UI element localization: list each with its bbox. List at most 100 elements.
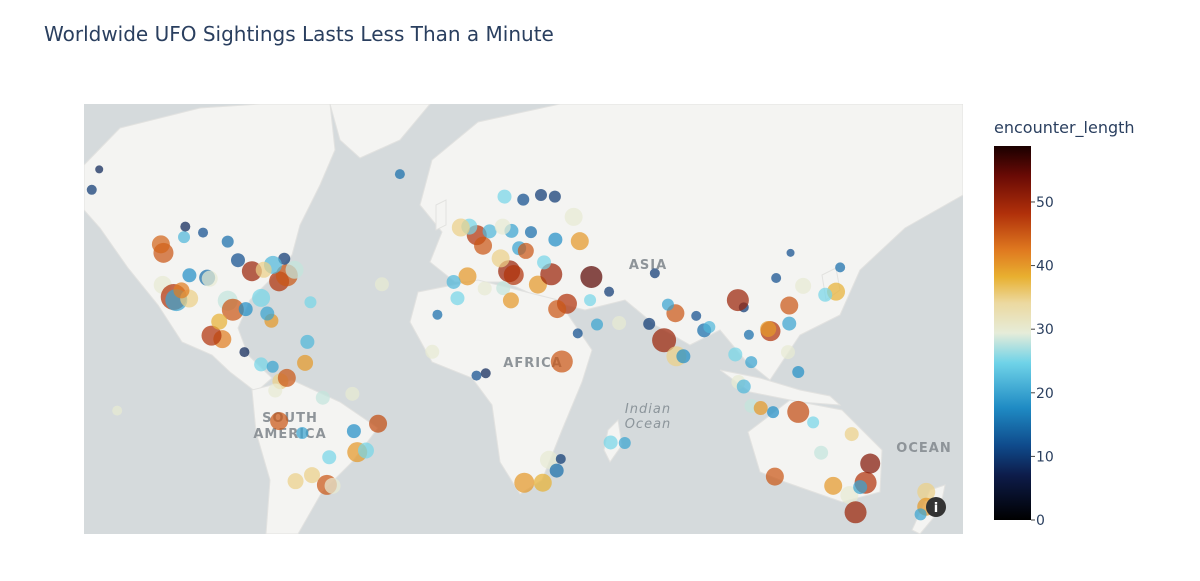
marker: [471, 370, 482, 381]
marker: [477, 281, 492, 296]
marker: [304, 296, 317, 309]
marker: [494, 218, 511, 235]
marker: [502, 292, 519, 309]
marker: [539, 450, 558, 469]
marker: [533, 473, 552, 492]
marker: [726, 289, 749, 312]
info-icon[interactable]: [926, 497, 946, 517]
marker: [844, 501, 867, 524]
marker: [676, 349, 691, 364]
marker: [570, 232, 589, 251]
marker: [534, 189, 547, 202]
info-glyph: i: [934, 501, 938, 516]
marker: [374, 277, 389, 292]
marker: [612, 316, 627, 331]
marker: [780, 345, 795, 360]
marker: [369, 414, 388, 433]
map-label: OCEAN: [896, 441, 951, 456]
map-label: Indian: [625, 402, 671, 417]
marker: [180, 221, 191, 232]
marker: [564, 207, 583, 226]
marker: [787, 400, 810, 423]
marker: [238, 302, 253, 317]
marker: [315, 390, 330, 405]
marker: [287, 473, 304, 490]
marker: [451, 218, 470, 237]
marker: [652, 328, 677, 353]
marker: [221, 235, 234, 248]
marker: [603, 435, 618, 450]
marker: [824, 476, 843, 495]
marker: [807, 416, 820, 429]
colorbar-tick-label: 0: [1036, 513, 1045, 529]
marker: [297, 354, 314, 371]
marker: [703, 320, 716, 333]
marker: [221, 298, 244, 321]
marker: [661, 298, 674, 311]
marker: [792, 365, 805, 378]
map-label: Ocean: [625, 417, 672, 432]
chart-title: Worldwide UFO Sightings Lasts Less Than …: [44, 22, 554, 46]
marker: [285, 260, 304, 279]
marker: [835, 262, 846, 273]
marker: [277, 368, 296, 387]
marker: [64, 327, 78, 341]
marker: [95, 165, 104, 174]
marker: [201, 325, 222, 346]
marker: [753, 401, 768, 416]
marker: [491, 249, 510, 268]
marker: [618, 437, 631, 450]
marker: [728, 347, 743, 362]
land: [84, 104, 336, 393]
map-label: AFRICA: [503, 356, 562, 371]
marker: [548, 190, 561, 203]
marker: [151, 235, 170, 254]
marker: [760, 320, 777, 337]
marker: [572, 328, 583, 339]
colorbar-tick-label: 30: [1036, 322, 1054, 338]
marker: [745, 356, 758, 369]
marker: [591, 318, 604, 331]
marker: [296, 427, 309, 440]
marker: [300, 334, 315, 349]
map: ASIA AFRICA SOUTH AMERICA Indian Ocean O…: [64, 104, 963, 534]
marker: [270, 412, 289, 431]
marker: [643, 317, 656, 330]
marker: [524, 226, 537, 239]
marker: [324, 477, 341, 494]
marker: [767, 406, 780, 419]
marker: [795, 277, 812, 294]
marker: [357, 442, 374, 459]
marker: [840, 486, 859, 505]
marker: [786, 248, 795, 257]
colorbar-tick-label: 40: [1036, 259, 1054, 275]
marker: [584, 294, 597, 307]
marker: [537, 255, 552, 270]
marker: [691, 310, 702, 321]
colorbar-tick-label: 20: [1036, 386, 1054, 402]
marker: [112, 405, 123, 416]
land: [719, 369, 842, 406]
marker: [268, 383, 283, 398]
info-button[interactable]: i: [926, 497, 946, 517]
marker: [517, 193, 530, 206]
marker: [555, 453, 566, 464]
marker: [260, 306, 275, 321]
colorbar-tick-label: 10: [1036, 449, 1054, 465]
marker: [394, 169, 405, 180]
marker: [914, 508, 927, 521]
marker: [239, 347, 250, 358]
marker: [482, 224, 497, 239]
marker: [346, 424, 361, 439]
marker: [304, 467, 321, 484]
marker: [432, 309, 443, 320]
marker: [255, 261, 272, 278]
marker: [503, 264, 524, 285]
marker: [580, 265, 603, 288]
marker: [254, 357, 269, 372]
land: [329, 104, 431, 159]
marker: [266, 360, 279, 373]
marker: [765, 467, 784, 486]
marker: [425, 344, 440, 359]
